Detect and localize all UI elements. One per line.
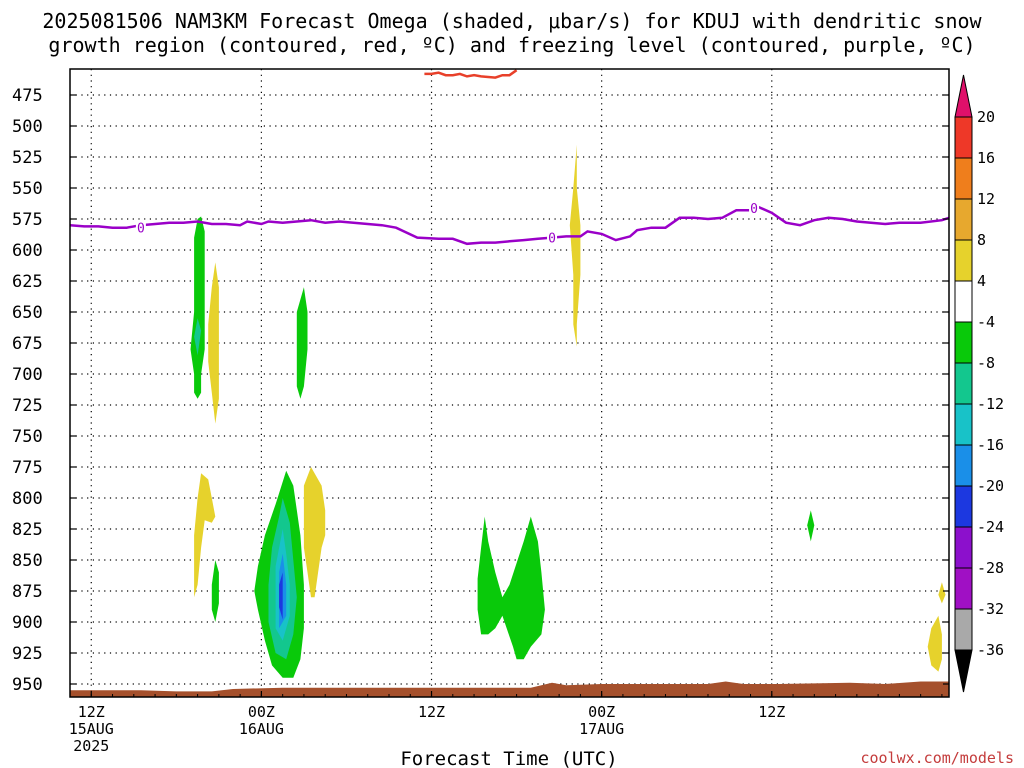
colorbar-swatch	[954, 567, 973, 610]
y-tick-label: 575	[12, 210, 43, 230]
colorbar-bottom-arrow	[954, 649, 973, 693]
x-tick-label: 12Z	[78, 703, 105, 721]
colorbar-label: -4	[977, 313, 995, 331]
y-tick-label: 675	[12, 334, 43, 354]
omega-region-green	[296, 287, 308, 399]
y-tick-label: 500	[12, 117, 43, 137]
y-tick-label: 700	[12, 365, 43, 385]
omega-region-cyan-core	[194, 318, 202, 356]
colorbar-label: -32	[977, 600, 1004, 618]
colorbar-swatch	[954, 403, 973, 446]
credit-text: coolwx.com/models	[860, 749, 1014, 767]
colorbar-label: -36	[977, 641, 1004, 659]
colorbar-swatch	[954, 116, 973, 159]
colorbar-swatch	[954, 321, 973, 364]
colorbar-label: -12	[977, 395, 1004, 413]
y-tick-label: 625	[12, 272, 43, 292]
y-tick-label: 600	[12, 241, 43, 261]
contour-label-bg	[135, 219, 146, 234]
colorbar-label: 12	[977, 190, 995, 208]
colorbar: 20 16 12 8 4 -4 -8 -12 -16 -20 -24 -28 -32 -36	[954, 74, 1004, 693]
x-axis-label: Forecast Time (UTC)	[400, 748, 617, 768]
omega-region-green	[807, 510, 815, 542]
colorbar-label: -16	[977, 436, 1004, 454]
colorbar-swatch	[954, 444, 973, 487]
omega-shading	[190, 144, 946, 678]
colorbar-label: -28	[977, 559, 1004, 577]
omega-region-yellow	[208, 262, 219, 424]
y-tick-label: 750	[12, 427, 43, 447]
colorbar-swatch	[954, 198, 973, 241]
x-tick-label: 2025	[73, 737, 109, 755]
contour-label-bg	[547, 229, 558, 244]
colorbar-swatch	[954, 362, 973, 405]
plot-frame	[69, 68, 950, 698]
y-tick-label: 550	[12, 179, 43, 199]
y-tick-label: 875	[12, 582, 43, 602]
chart-title-line2: growth region (contoured, red, ºC) and f…	[48, 33, 975, 57]
y-tick-label: 725	[12, 396, 43, 416]
omega-region-yellow	[927, 615, 942, 672]
y-tick-label: 950	[12, 675, 43, 695]
y-tick-label: 475	[12, 86, 43, 106]
y-tick-label: 525	[12, 148, 43, 168]
freezing-level-contour	[70, 205, 949, 246]
x-tick-label: 15AUG	[69, 720, 114, 738]
omega-region-dark-blue	[279, 572, 283, 620]
x-tick-label: 12Z	[758, 703, 785, 721]
chart-title-line1: 2025081506 NAM3KM Forecast Omega (shaded…	[42, 9, 982, 33]
y-tick-label: 925	[12, 644, 43, 664]
y-tick-label: 900	[12, 613, 43, 633]
colorbar-swatch	[954, 239, 973, 282]
colorbar-label: 4	[977, 272, 986, 290]
contour-label-bg	[749, 199, 760, 214]
freezing-level-label: 0	[137, 222, 145, 237]
colorbar-label: 16	[977, 149, 995, 167]
colorbar-label: 8	[977, 231, 986, 249]
freezing-level-label: 0	[750, 202, 758, 217]
dgz-contour	[424, 69, 518, 79]
colorbar-label: -24	[977, 518, 1004, 536]
freezing-level-label: 0	[548, 232, 556, 247]
y-tick-label: 800	[12, 489, 43, 509]
y-tick-label: 825	[12, 520, 43, 540]
x-tick-label: 17AUG	[579, 720, 624, 738]
colorbar-swatch	[954, 526, 973, 569]
colorbar-label: 20	[977, 108, 995, 126]
y-tick-label: 775	[12, 458, 43, 478]
y-tick-label: 650	[12, 303, 43, 323]
x-tick-label: 16AUG	[239, 720, 284, 738]
colorbar-swatch	[954, 608, 973, 651]
colorbar-swatch	[954, 485, 973, 528]
omega-region-yellow	[194, 473, 216, 598]
y-axis-ticks: 475 500 525 550 575 600 625 650 675 700 725 750 775 8…	[12, 86, 949, 695]
omega-region-green	[190, 216, 205, 399]
contour-lines: 0 0 0	[70, 69, 949, 247]
omega-region-green	[477, 516, 545, 660]
x-tick-label: 00Z	[588, 703, 615, 721]
terrain-fill	[70, 681, 949, 697]
x-tick-label: 12Z	[418, 703, 445, 721]
omega-region-yellow	[303, 467, 326, 598]
colorbar-swatch	[954, 280, 973, 323]
omega-region-green	[211, 560, 219, 622]
colorbar-label: -8	[977, 354, 995, 372]
y-tick-label: 850	[12, 551, 43, 571]
colorbar-top-arrow	[954, 74, 973, 118]
omega-region-yellow	[938, 582, 946, 604]
omega-region-yellow	[569, 144, 581, 347]
x-tick-label: 00Z	[248, 703, 275, 721]
terrain	[70, 681, 949, 697]
colorbar-swatch	[954, 157, 973, 200]
colorbar-label: -20	[977, 477, 1004, 495]
